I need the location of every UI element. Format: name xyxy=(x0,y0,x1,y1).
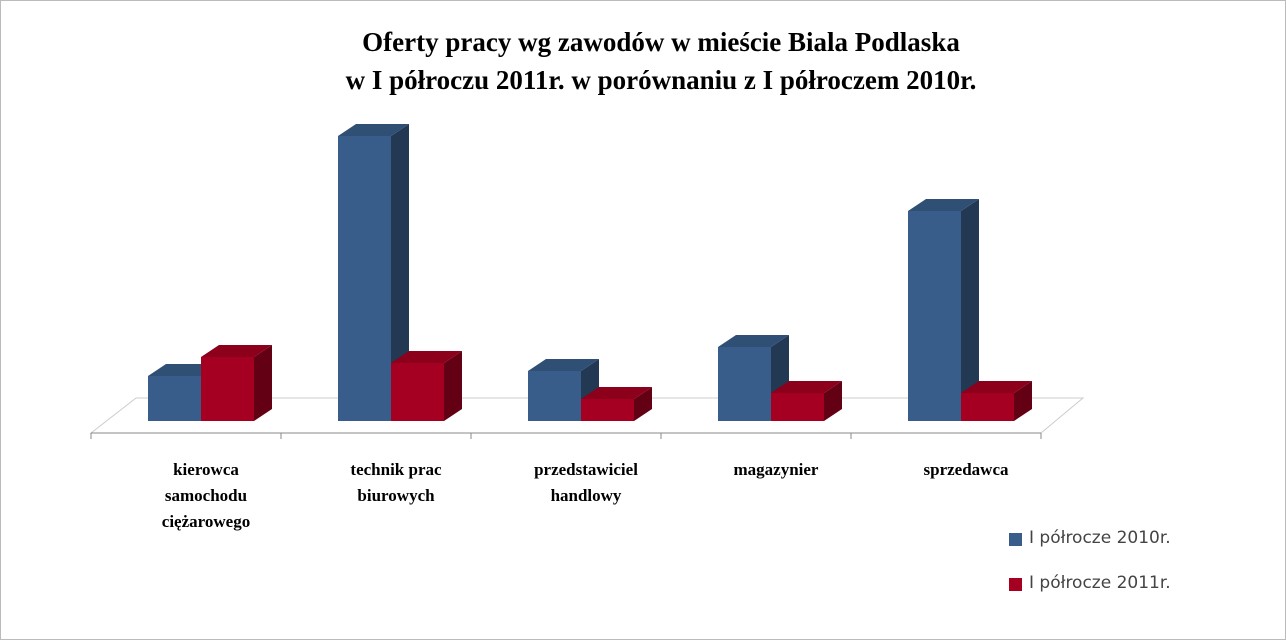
bar xyxy=(581,387,652,421)
bar-front xyxy=(718,347,771,421)
bar-top xyxy=(201,345,272,357)
x-tick-label: sprzedawca xyxy=(923,460,1009,479)
legend-label: I półrocze 2010r. xyxy=(1029,528,1171,548)
chart-title: Oferty pracy wg zawodów w mieście Biala … xyxy=(345,27,977,95)
bar-front xyxy=(528,371,581,421)
bar-side xyxy=(254,345,272,421)
legend-swatch xyxy=(1009,578,1022,591)
bar-top xyxy=(961,381,1032,393)
bar-side xyxy=(444,351,462,421)
bar-front xyxy=(391,363,444,421)
bar xyxy=(961,381,1032,421)
bar-front xyxy=(148,376,201,421)
bar-top xyxy=(528,359,599,371)
bar-front xyxy=(908,211,961,421)
bar-top xyxy=(338,124,409,136)
bar-top xyxy=(908,199,979,211)
bar-top xyxy=(391,351,462,363)
bar xyxy=(201,345,272,421)
bar-side xyxy=(961,199,979,421)
bar-side xyxy=(824,381,842,421)
bar xyxy=(908,199,979,421)
x-tick-label: technik prac biurowych xyxy=(350,460,442,505)
bar-top xyxy=(581,387,652,399)
bar xyxy=(391,351,462,421)
bar-top xyxy=(771,381,842,393)
x-tick-label: kierowca samochodu ciężarowego xyxy=(161,460,251,531)
bar-top xyxy=(718,335,789,347)
bar-front xyxy=(771,393,824,421)
bar-side xyxy=(391,124,409,421)
bar-side xyxy=(634,387,652,421)
bar-front xyxy=(961,393,1014,421)
bar-front xyxy=(201,357,254,421)
legend-swatch xyxy=(1009,533,1022,546)
bar-front xyxy=(581,399,634,421)
bar-front xyxy=(338,136,391,421)
bar xyxy=(771,381,842,421)
x-tick-label: przedstawiciel handlowy xyxy=(534,460,638,505)
bar-side xyxy=(1014,381,1032,421)
legend-label: I półrocze 2011r. xyxy=(1029,573,1171,593)
x-tick-label: magazynier xyxy=(733,460,819,479)
bar xyxy=(338,124,409,421)
